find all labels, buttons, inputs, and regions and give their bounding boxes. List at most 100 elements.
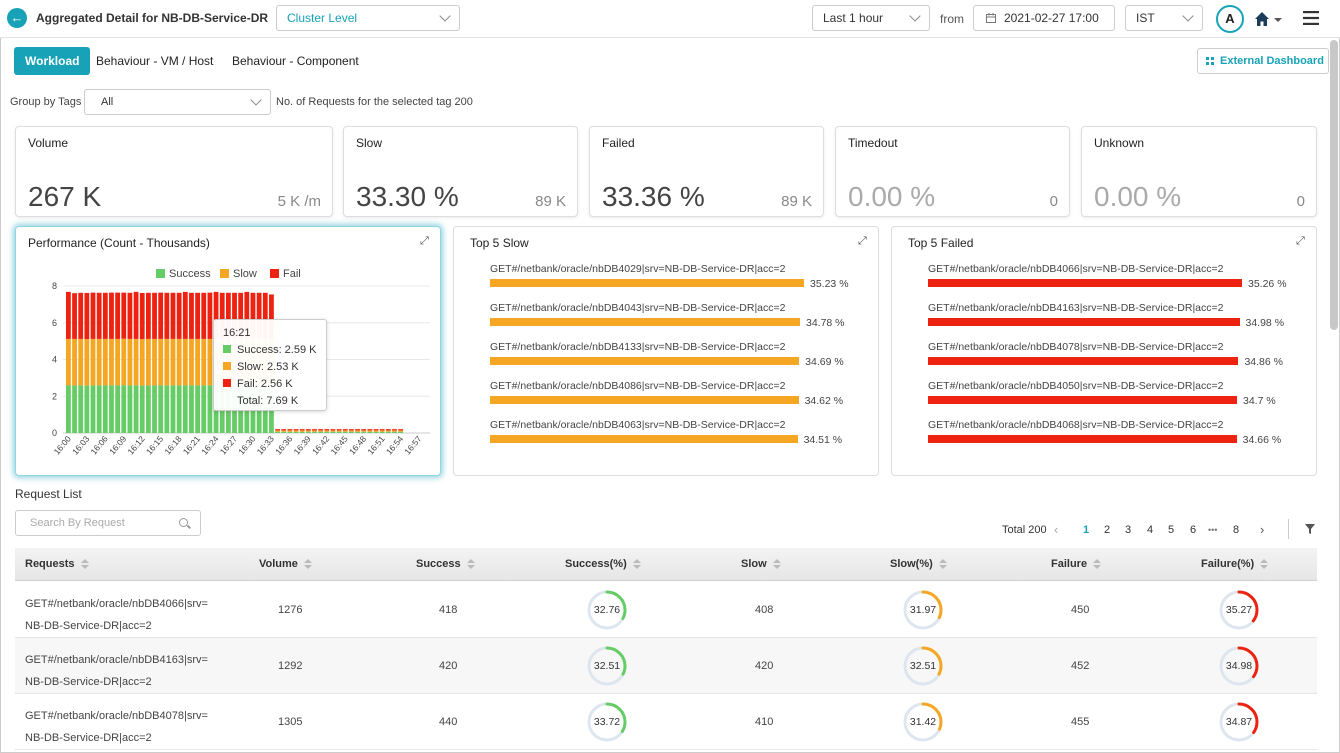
bar-fail[interactable] xyxy=(244,291,250,339)
col-failure-pct[interactable]: Failure(%) xyxy=(1201,558,1269,570)
bar-fail[interactable] xyxy=(379,429,385,431)
external-dashboard-button[interactable]: External Dashboard xyxy=(1197,48,1329,74)
timezone-select[interactable]: IST xyxy=(1125,5,1203,31)
bar-fail[interactable] xyxy=(84,292,90,340)
legend-fail[interactable]: Fail xyxy=(270,268,301,280)
bar-slow[interactable] xyxy=(324,430,330,432)
bar-success[interactable] xyxy=(145,385,151,433)
bar-slow[interactable] xyxy=(361,430,367,432)
bar-slow[interactable] xyxy=(66,338,71,386)
bar-fail[interactable] xyxy=(256,292,262,339)
bar-fail[interactable] xyxy=(78,292,84,339)
bar-slow[interactable] xyxy=(201,338,207,386)
bar-fail[interactable] xyxy=(281,429,287,431)
bar-slow[interactable] xyxy=(318,430,324,432)
legend-slow[interactable]: Slow xyxy=(220,268,257,280)
bar-fail[interactable] xyxy=(232,292,237,339)
bar-fail[interactable] xyxy=(109,292,114,339)
bar-slow[interactable] xyxy=(398,430,404,432)
bar-fail[interactable] xyxy=(219,292,225,339)
bar-success[interactable] xyxy=(189,385,194,433)
bar-slow[interactable] xyxy=(385,430,391,432)
bar-slow[interactable] xyxy=(133,338,139,386)
bar-fail[interactable] xyxy=(102,292,108,339)
bar-fail[interactable] xyxy=(330,429,336,431)
bar-fail[interactable] xyxy=(96,292,102,339)
bar-fail[interactable] xyxy=(158,292,164,339)
bar-success[interactable] xyxy=(361,431,367,433)
group-by-select[interactable]: All xyxy=(84,89,271,115)
table-row[interactable]: GET#/netbank/oracle/nbDB4066|srv=NB-DB-S… xyxy=(15,582,1317,638)
bar-success[interactable] xyxy=(275,431,280,433)
bar-success[interactable] xyxy=(287,431,293,433)
bar-fail[interactable] xyxy=(121,292,127,339)
bar-slow[interactable] xyxy=(170,338,176,386)
bar-success[interactable] xyxy=(195,385,201,433)
bar-fail[interactable] xyxy=(269,294,274,339)
bar-slow[interactable] xyxy=(299,430,305,432)
tab-workload[interactable]: Workload xyxy=(14,47,91,75)
tab-behaviour-vm-host[interactable]: Behaviour - VM / Host xyxy=(96,54,214,68)
expand-icon[interactable]: ⤢ xyxy=(420,235,429,247)
bar-success[interactable] xyxy=(379,431,385,433)
bar-fail[interactable] xyxy=(195,292,201,339)
bar-slow[interactable] xyxy=(312,430,317,432)
bar-fail[interactable] xyxy=(342,429,348,431)
bar-success[interactable] xyxy=(115,385,121,433)
bar-success[interactable] xyxy=(373,431,379,433)
bar-slow[interactable] xyxy=(367,430,373,432)
bar-fail[interactable] xyxy=(72,293,77,339)
prev-page-icon[interactable]: ‹ xyxy=(1054,522,1059,537)
page-2[interactable]: 2 xyxy=(1104,524,1111,536)
from-datetime-input[interactable]: 2021-02-27 17:00 xyxy=(973,5,1115,31)
bar-success[interactable] xyxy=(207,385,213,433)
bar-success[interactable] xyxy=(121,385,127,433)
request-name[interactable]: GET#/netbank/oracle/nbDB4163|srv=NB-DB-S… xyxy=(25,654,208,688)
bar-slow[interactable] xyxy=(355,430,360,432)
bar-success[interactable] xyxy=(318,431,324,433)
page-3[interactable]: 3 xyxy=(1125,524,1132,536)
bar-success[interactable] xyxy=(90,385,96,433)
bar-fail[interactable] xyxy=(90,292,96,339)
bar-slow[interactable] xyxy=(336,430,342,432)
bar-fail[interactable] xyxy=(373,429,379,431)
bar-success[interactable] xyxy=(66,385,71,433)
search-input[interactable]: Search By Request xyxy=(15,510,201,536)
bar-fail[interactable] xyxy=(318,429,324,431)
table-row[interactable]: GET#/netbank/oracle/nbDB4078|srv=NB-DB-S… xyxy=(15,694,1317,750)
bar-success[interactable] xyxy=(102,385,108,433)
bar-success[interactable] xyxy=(293,431,299,433)
bar-fail[interactable] xyxy=(152,292,157,339)
bar-slow[interactable] xyxy=(90,338,96,386)
bar-success[interactable] xyxy=(355,431,360,433)
bar-slow[interactable] xyxy=(287,430,293,432)
page-6[interactable]: 6 xyxy=(1190,524,1197,536)
bar-success[interactable] xyxy=(342,431,348,433)
bar-success[interactable] xyxy=(127,385,133,433)
avatar[interactable]: A xyxy=(1216,5,1244,33)
page-5[interactable]: 5 xyxy=(1168,524,1175,536)
col-slow-pct[interactable]: Slow(%) xyxy=(890,558,947,570)
bar-success[interactable] xyxy=(367,431,373,433)
page-ellipsis[interactable]: ••• xyxy=(1208,525,1218,535)
bar-slow[interactable] xyxy=(182,338,188,386)
bar-slow[interactable] xyxy=(379,430,385,432)
bar-slow[interactable] xyxy=(330,430,336,432)
tab-behaviour-component[interactable]: Behaviour - Component xyxy=(232,54,359,68)
bar-fail[interactable] xyxy=(127,292,133,339)
range-select[interactable]: Last 1 hour xyxy=(812,5,930,31)
bar-slow[interactable] xyxy=(176,338,182,386)
bar-slow[interactable] xyxy=(305,430,311,432)
bar-slow[interactable] xyxy=(281,430,287,432)
bar-slow[interactable] xyxy=(207,338,213,386)
level-select[interactable]: Cluster Level xyxy=(276,5,460,31)
page-1[interactable]: 1 xyxy=(1083,524,1090,536)
bar-success[interactable] xyxy=(72,385,77,433)
bar-slow[interactable] xyxy=(392,430,397,432)
bar-fail[interactable] xyxy=(115,292,121,339)
bar-success[interactable] xyxy=(392,431,397,433)
bar-slow[interactable] xyxy=(84,339,90,386)
bar-slow[interactable] xyxy=(109,338,114,386)
bar-slow[interactable] xyxy=(349,430,354,432)
bar-fail[interactable] xyxy=(133,291,139,339)
